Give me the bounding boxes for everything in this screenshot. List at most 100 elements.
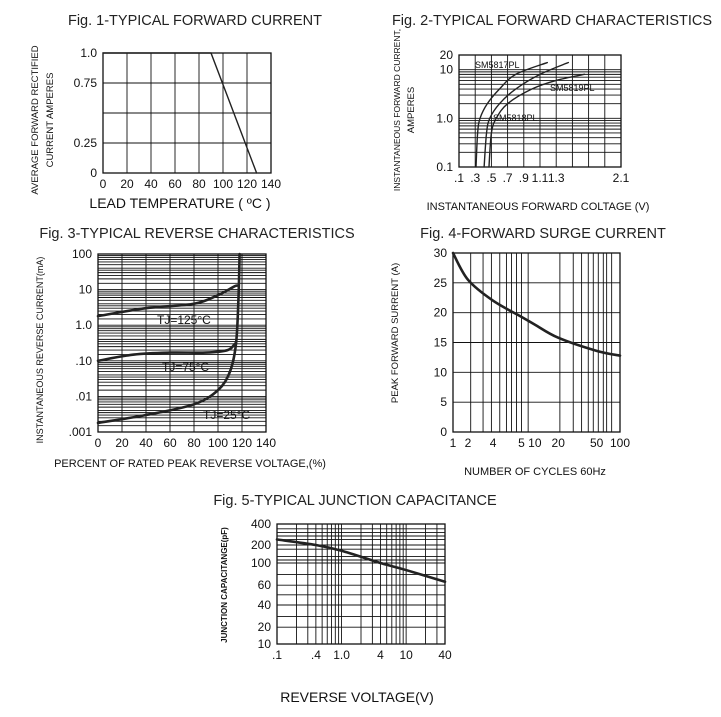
fig4-x-tick-label: 1 (450, 436, 457, 450)
fig5-y-tick-label: 100 (251, 556, 271, 570)
fig1-x-tick-label: 20 (120, 177, 134, 191)
fig3-x-tick-label: 120 (232, 436, 252, 450)
fig2-ylabel-line1: INSTANTANEOUS FORWARD CURRENT, (392, 29, 402, 191)
fig5-ylabel: JUNCTION CAPACITANGE(pF) (220, 527, 229, 643)
fig1-x-tick-label: 40 (144, 177, 158, 191)
fig5-series-capacitance (275, 538, 447, 584)
fig1-title: Fig. 1-TYPICAL FORWARD CURRENT (68, 13, 322, 29)
fig2-y-tick-label: 0.1 (436, 160, 453, 174)
fig2-x-tick-label: 1.1 (532, 171, 549, 185)
fig3-series-label: TJ=25°C (203, 408, 250, 422)
fig2-x-tick-label: .7 (503, 171, 513, 185)
fig4-ylabel: PEAK FORWARD SURRENT (A) (390, 263, 401, 403)
fig1-plot: 0 20 40 60 80 100 120 140 1.0 0.75 0.25 0 (74, 46, 282, 191)
fig2-series-label: SM5817PL (475, 60, 520, 70)
fig2-x-tick-label: .1 (454, 171, 464, 185)
fig3-frame (97, 253, 267, 433)
fig2-x-tick-label: 2.1 (613, 171, 630, 185)
fig2-x-tick-label: .9 (519, 171, 529, 185)
fig4-x-tick-label: 2 (465, 436, 472, 450)
fig1-x-tick-label: 0 (100, 177, 107, 191)
fig3-y-tick-label: 100 (72, 247, 92, 261)
fig1-x-tick-label: 100 (213, 177, 233, 191)
fig1-x-tick-label: 120 (237, 177, 257, 191)
fig2-frame (458, 54, 622, 168)
fig1-x-tick-label: 60 (168, 177, 182, 191)
fig5-x-tick-label: 4 (377, 648, 384, 662)
fig2-x-tick-label: .3 (470, 171, 480, 185)
fig5-x-tick-label: .4 (311, 648, 321, 662)
fig2-series-label: SM5818PL (493, 113, 538, 123)
fig3-xlabel: PERCENT OF RATED PEAK REVERSE VOLTAGE,(%… (54, 458, 326, 470)
fig3-series-label: TJ=125°C (157, 313, 211, 327)
fig5-x-tick-label: 40 (438, 648, 452, 662)
fig3-series-tj-75-c (96, 342, 237, 363)
fig2-series-sm5818pl (483, 61, 570, 168)
fig3-x-tick-label: 60 (163, 436, 177, 450)
fig2-series-label: SM5819PL (550, 83, 595, 93)
fig3-y-tick-label: .01 (75, 389, 92, 403)
fig5-title: Fig. 5-TYPICAL JUNCTION CAPACITANCE (213, 493, 497, 509)
fig2-y-tick-label: 10 (440, 63, 454, 77)
fig3-x-tick-label: 80 (187, 436, 201, 450)
fig3-y-tick-label: 1.0 (75, 318, 92, 332)
fig3-x-tick-label: 140 (256, 436, 276, 450)
fig4-x-tick-label: 20 (552, 436, 566, 450)
fig5-x-tick-label: .1 (272, 648, 282, 662)
fig5-plot: .1 .4 1.0 4 10 40 400 200 100 60 40 20 10 (251, 517, 452, 662)
fig4-xlabel: NUMBER OF CYCLES 60Hz (464, 466, 606, 478)
fig2-x-tick-label: 1.3 (548, 171, 565, 185)
fig1-ylabel-line2: CURRENT AMPERES (45, 73, 56, 168)
fig2-x-tick-label: .5 (486, 171, 496, 185)
fig4-y-tick-label: 30 (434, 246, 448, 260)
fig5-x-tick-label: 1.0 (333, 648, 350, 662)
fig5-y-tick-label: 40 (258, 598, 272, 612)
fig1-ylabel-line1: AVERAGE FORWARD RECTIFIED (30, 45, 41, 194)
fig2-series-sm5817pl (475, 61, 548, 168)
fig1-x-tick-label: 80 (192, 177, 206, 191)
fig3-x-tick-label: 40 (139, 436, 153, 450)
fig4-y-tick-label: 15 (434, 336, 448, 350)
fig4-x-tick-label: 10 (528, 436, 542, 450)
fig4-x-tick-label: 100 (610, 436, 630, 450)
fig5-y-tick-label: 60 (258, 578, 272, 592)
fig1-x-tick-label: 140 (261, 177, 281, 191)
fig4-x-tick-label: 4 (490, 436, 497, 450)
fig1-xlabel: LEAD TEMPERATURE ( ºC ) (89, 195, 270, 211)
fig4-y-tick-label: 10 (434, 365, 448, 379)
fig3-series-label: TJ=75°C (162, 360, 209, 374)
fig5-xlabel: REVERSE VOLTAGE(V) (280, 689, 434, 705)
fig1-y-tick-label: 0.25 (74, 136, 98, 150)
fig5-frame (276, 523, 446, 645)
fig5-y-tick-label: 400 (251, 517, 271, 531)
fig3-y-tick-label: .001 (69, 425, 93, 439)
fig5-y-tick-label: 10 (258, 637, 272, 651)
fig2-y-tick-label: 1.0 (436, 111, 453, 125)
fig3-plot: 0 20 40 60 80 100 120 140 100 10 1.0 .10 .01 .001 TJ=1… (69, 247, 277, 450)
fig4-y-tick-label: 20 (434, 306, 448, 320)
fig3-series-tj-125-c (96, 284, 239, 318)
fig2-y-tick-label: 20 (440, 48, 454, 62)
fig3-ylabel: INSTANTANEOUS REVERSE CURRENT(mA) (35, 257, 45, 444)
fig3-x-tick-label: 100 (208, 436, 228, 450)
fig2-ylabel-line2: AMPERES (406, 87, 417, 133)
fig5-y-tick-label: 20 (258, 620, 272, 634)
fig3-title: Fig. 3-TYPICAL REVERSE CHARACTERISTICS (39, 226, 354, 242)
fig5-x-tick-label: 10 (399, 648, 413, 662)
fig4-x-tick-label: 5 (518, 436, 525, 450)
fig4-y-tick-label: 5 (440, 395, 447, 409)
fig4-x-tick-label: 50 (590, 436, 604, 450)
fig3-x-tick-label: 20 (115, 436, 129, 450)
fig3-y-tick-label: 10 (79, 283, 93, 297)
fig4-title: Fig. 4-FORWARD SURGE CURRENT (420, 226, 666, 242)
fig3-series-tj-25-c (96, 252, 241, 425)
fig4-frame (452, 252, 621, 433)
fig1-y-tick-label: 0 (90, 166, 97, 180)
fig5-y-tick-label: 200 (251, 538, 271, 552)
fig3-x-tick-label: 0 (95, 436, 102, 450)
fig2-xlabel: INSTANTANEOUS FORWARD COLTAGE (V) (427, 201, 650, 213)
fig4-y-tick-label: 0 (440, 425, 447, 439)
